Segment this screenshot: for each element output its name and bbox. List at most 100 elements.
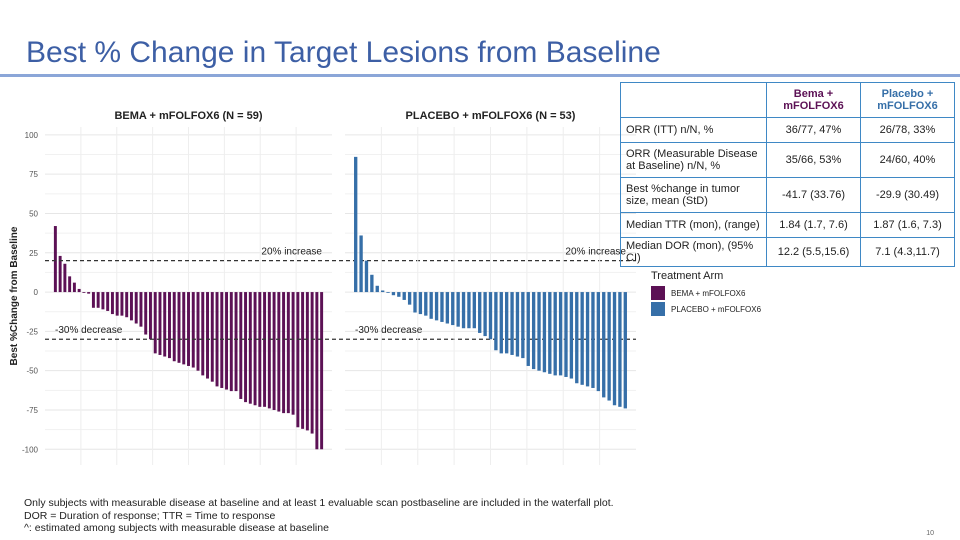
y-tick-label: 0 (34, 288, 39, 297)
waterfall-bar (553, 292, 557, 376)
y-axis-title: Best %Change from Baseline (9, 226, 20, 365)
waterfall-bar (526, 292, 530, 366)
table-row: ORR (ITT) n/N, % 36/77, 47% 26/78, 33% (620, 117, 955, 143)
waterfall-bar (505, 292, 509, 354)
waterfall-bar (201, 292, 205, 376)
waterfall-bar (402, 292, 406, 300)
table-cell-placebo: 7.1 (4.3,11.7) (860, 237, 955, 267)
table-row: Median TTR (mon), (range) 1.84 (1.7, 7.6… (620, 212, 955, 238)
y-tick-label: 100 (25, 131, 39, 140)
waterfall-bar (248, 292, 252, 404)
waterfall-bar (397, 292, 401, 297)
waterfall-bar (272, 292, 276, 410)
waterfall-bar (125, 292, 129, 318)
footnote: DOR = Duration of response; TTR = Time t… (24, 509, 276, 522)
footnote: Only subjects with measurable disease at… (24, 497, 614, 509)
waterfall-bar (115, 292, 119, 316)
waterfall-bar (139, 292, 143, 327)
waterfall-bar (445, 292, 450, 324)
table-cell-placebo: 24/60, 40% (860, 142, 955, 178)
waterfall-bar (483, 292, 487, 337)
panel-title: BEMA + mFOLFOX6 (N = 59) (114, 110, 262, 122)
legend-label-bema: BEMA + mFOLFOX6 (671, 288, 746, 298)
waterfall-bar (359, 235, 363, 293)
waterfall-bar (315, 292, 319, 450)
waterfall-bar (63, 263, 67, 293)
waterfall-bar (440, 292, 444, 322)
table-row: ORR (Measurable Disease at Baseline) n/N… (620, 142, 955, 178)
chart-panel-0: BEMA + mFOLFOX6 (N = 59) 20% increase -30%… (45, 110, 332, 465)
waterfall-bar (488, 292, 493, 340)
waterfall-bar (282, 292, 286, 414)
waterfall-bar (153, 292, 157, 354)
waterfall-bar (82, 292, 86, 293)
waterfall-bar (429, 292, 433, 319)
waterfall-bar (521, 292, 525, 359)
waterfall-bar (451, 292, 455, 326)
waterfall-bar (585, 292, 590, 387)
waterfall-bar (106, 292, 110, 311)
table-header-row: Bema + mFOLFOX6 Placebo + mFOLFOX6 (620, 82, 955, 118)
legend-title: Treatment Arm (651, 270, 724, 282)
waterfall-bar (234, 292, 238, 392)
waterfall-bar (191, 292, 195, 368)
waterfall-bar (607, 292, 611, 401)
y-tick-label: 25 (29, 249, 38, 258)
waterfall-bar (301, 292, 305, 429)
title-divider (0, 74, 960, 77)
waterfall-bar (101, 292, 105, 310)
waterfall-bar (531, 292, 536, 370)
waterfall-bar (354, 156, 358, 293)
waterfall-bar (418, 292, 423, 315)
legend-item-bema: BEMA + mFOLFOX6 (651, 286, 745, 300)
table-row-label: ORR (Measurable Disease at Baseline) n/N… (620, 142, 767, 178)
waterfall-bar (537, 292, 541, 371)
waterfall-bar (548, 292, 552, 374)
waterfall-bar (87, 292, 91, 294)
waterfall-bar (177, 292, 181, 363)
waterfall-bar (391, 292, 396, 296)
waterfall-bar (612, 292, 617, 406)
waterfall-bar (206, 292, 209, 379)
waterfall-bar (263, 292, 267, 407)
waterfall-bar (229, 292, 233, 392)
reference-label-decrease: -30% decrease (55, 325, 123, 336)
waterfall-bar (120, 292, 124, 316)
waterfall-bar (58, 255, 62, 293)
waterfall-bar (72, 282, 76, 293)
waterfall-bar (182, 292, 186, 365)
table-cell-placebo: -29.9 (30.49) (860, 177, 955, 213)
waterfall-bar (575, 292, 579, 384)
reference-label-increase: 20% increase (261, 247, 322, 258)
waterfall-chart: Best %Change from Baseline 100 75 50 25 0 -25 -… (9, 110, 636, 465)
y-tick-label: -25 (26, 327, 38, 336)
waterfall-bar (602, 292, 606, 398)
waterfall-bar (478, 292, 482, 333)
waterfall-bar (53, 226, 57, 293)
waterfall-bar (310, 292, 314, 434)
waterfall-bar (296, 292, 300, 428)
waterfall-bar (291, 292, 295, 415)
waterfall-bar (187, 292, 190, 366)
waterfall-bar (580, 292, 584, 385)
waterfall-bar (424, 292, 428, 316)
table-row: Best %change in tumor size, mean (StD) -… (620, 177, 955, 213)
y-tick-label: -50 (26, 367, 38, 376)
y-tick-label: -100 (22, 445, 39, 454)
waterfall-bar (467, 292, 471, 329)
table-cell-placebo: 1.87 (1.6, 7.3) (860, 212, 955, 238)
table-cell-bema: 35/66, 53% (766, 142, 861, 178)
waterfall-bar (253, 292, 257, 406)
waterfall-bar (305, 292, 309, 431)
waterfall-bar (196, 292, 200, 371)
waterfall-bar (320, 292, 324, 450)
waterfall-bar (375, 285, 379, 293)
y-tick-label: 75 (29, 170, 38, 179)
waterfall-bar (96, 292, 100, 308)
reference-label-decrease: -30% decrease (355, 325, 423, 336)
legend-item-placebo: PLACEBO + mFOLFOX6 (651, 302, 761, 316)
table-header-placebo: Placebo + mFOLFOX6 (860, 82, 955, 118)
waterfall-bar (456, 292, 460, 327)
waterfall-bar (110, 292, 114, 315)
legend-label-placebo: PLACEBO + mFOLFOX6 (671, 304, 762, 314)
